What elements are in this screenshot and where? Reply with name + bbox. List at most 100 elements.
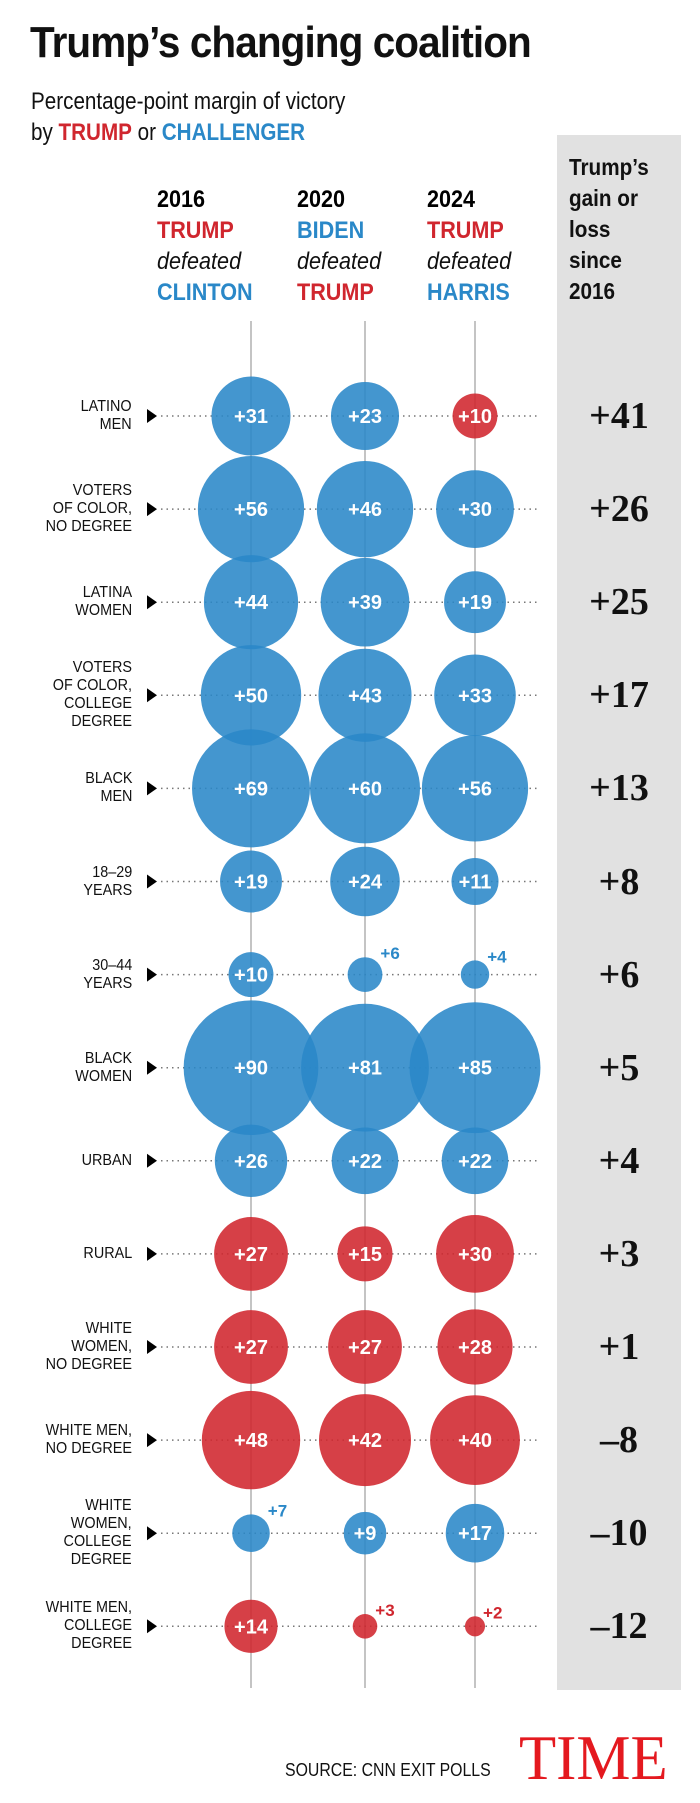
chart-title: Trump’s changing coalition (30, 18, 532, 67)
column-header-loser: CLINTON (157, 279, 253, 306)
trump-change-value: –10 (590, 1512, 648, 1555)
bubble-label: +50 (234, 685, 268, 707)
row-label-line: MEN (99, 788, 132, 806)
subtitle-line-2: by TRUMP or CHALLENGER (31, 119, 305, 147)
row-label-line: LATINA (82, 584, 132, 602)
bubble-trump (352, 1614, 378, 1639)
trump-change-value: +25 (589, 581, 649, 624)
row-label-line: RURAL (83, 1244, 132, 1262)
bubble-label: +17 (458, 1523, 492, 1545)
bubble-trump (318, 1394, 412, 1487)
column-header-loser: HARRIS (427, 279, 510, 306)
row-arrow-icon (147, 409, 157, 423)
panel-header-line: Trump’s (569, 154, 649, 180)
column-header-2020: 2020 BIDEN defeated TRUMP (297, 184, 381, 308)
bubble-label: +56 (458, 778, 492, 800)
bubble-label: +23 (348, 406, 382, 428)
change-panel-header: Trump’s gain or loss since 2016 (569, 152, 649, 307)
bubble-trump (337, 1226, 393, 1282)
bubble-trump (214, 1310, 288, 1384)
row-label-line: DEGREE (71, 1551, 132, 1569)
row-label-line: YEARS (83, 974, 132, 992)
bubble-challenger (441, 1127, 509, 1195)
trump-change-value: +1 (598, 1326, 640, 1368)
bubble-trump (224, 1599, 278, 1653)
trump-change-value: –12 (590, 1605, 648, 1648)
subtitle-by: by (31, 119, 53, 146)
bubble-trump (437, 1309, 513, 1385)
bubble-label: +11 (459, 872, 492, 894)
bubble-trump (328, 1310, 402, 1384)
panel-header-line: gain or (569, 185, 639, 211)
row-arrow-icon (147, 967, 157, 982)
column-header-2024: 2024 TRUMP defeated HARRIS (427, 184, 511, 308)
bubble-label: +10 (458, 406, 492, 428)
bubble-trump (201, 1390, 301, 1490)
row-label-line: URBAN (81, 1151, 132, 1169)
bubble-label: +27 (348, 1337, 382, 1359)
bubble-challenger (228, 952, 274, 998)
bubble-label: +15 (348, 1244, 382, 1266)
bubble-label: +14 (234, 1616, 269, 1638)
trump-change-value: +26 (589, 488, 649, 531)
bubble-challenger (310, 733, 420, 844)
bubble-label: +39 (348, 592, 382, 614)
row-label-line: WHITE MEN, (45, 1599, 132, 1617)
row-label: URBAN (82, 1152, 132, 1170)
bubble-label: +22 (458, 1151, 492, 1173)
trump-change-value: +8 (598, 860, 640, 903)
row-label-line: COLLEGE (63, 695, 132, 713)
bubble-label: +9 (354, 1523, 377, 1545)
trump-change-value: +13 (589, 767, 649, 810)
bubble-challenger (316, 460, 414, 558)
bubble-challenger (421, 735, 529, 842)
bubble-label: +30 (458, 1244, 492, 1266)
bubble-label: +40 (458, 1430, 492, 1452)
bubble-label: +19 (234, 872, 268, 894)
bubble-label: +4 (487, 947, 507, 966)
row-label-line: WOMEN (75, 1067, 132, 1085)
bubble-challenger (211, 376, 291, 456)
bubble-challenger (183, 1000, 319, 1136)
bubble-label: +28 (458, 1337, 492, 1359)
trump-change-value: +3 (598, 1232, 640, 1275)
bubble-label: +81 (348, 1058, 382, 1080)
row-label: LATINO MEN (81, 398, 132, 434)
bubble-label: +6 (380, 944, 399, 963)
row-arrow-icon (147, 1340, 157, 1354)
bubble-label: +46 (348, 499, 382, 521)
row-arrow-icon (147, 502, 157, 517)
bubble-challenger (343, 1511, 387, 1555)
bubble-label: +44 (234, 592, 269, 614)
bubble-challenger (409, 1002, 541, 1134)
bubble-label: +19 (458, 592, 492, 614)
bubble-challenger (347, 957, 383, 992)
bubble-challenger (444, 571, 506, 634)
bubble-trump (436, 1215, 514, 1293)
bubble-label: +85 (458, 1058, 492, 1080)
column-header-year: 2016 (157, 186, 206, 213)
row-arrow-icon (147, 595, 157, 610)
subtitle-or: or (137, 119, 157, 146)
subtitle-line-1: Percentage-point margin of victory (31, 88, 346, 115)
bubble-label: +69 (234, 778, 268, 800)
bubble-label: +24 (348, 872, 383, 894)
bubble-label: +43 (348, 685, 382, 707)
row-label: LATINA WOMEN (75, 584, 132, 620)
bubble-challenger (436, 470, 514, 548)
row-label: 18–29 YEARS (83, 864, 132, 900)
bubble-challenger (445, 1503, 505, 1563)
bubble-label: +10 (234, 965, 268, 987)
bubble-trump (214, 1217, 288, 1291)
row-label-line: NO DEGREE (45, 1440, 132, 1458)
row-label-line: COLLEGE (63, 1533, 132, 1551)
bubble-challenger (200, 645, 302, 746)
bubble-label: +26 (234, 1151, 268, 1173)
row-label-line: BLACK (84, 770, 132, 788)
row-arrow-icon (147, 688, 157, 703)
bubble-label: +33 (458, 685, 492, 707)
bubble-challenger (434, 654, 516, 737)
bubble-label: +22 (348, 1151, 382, 1173)
row-label: RURAL (83, 1245, 132, 1263)
column-header-winner: TRUMP (157, 217, 234, 244)
